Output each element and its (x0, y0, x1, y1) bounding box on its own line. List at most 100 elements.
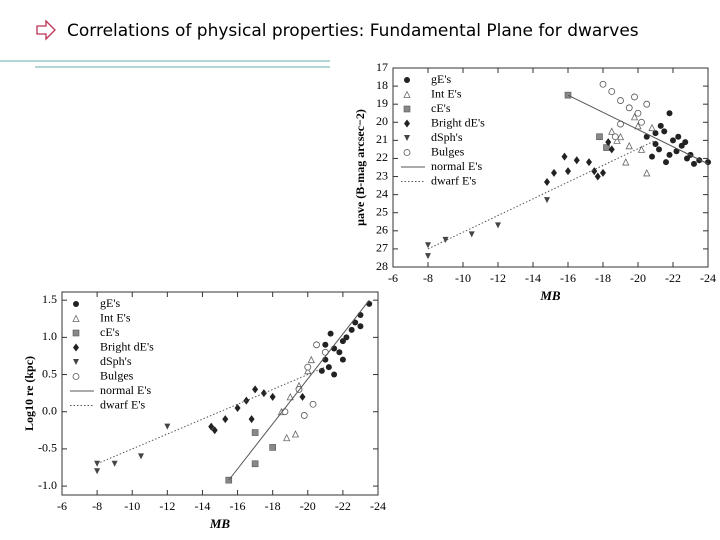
slide-title: Correlations of physical properties: Fun… (67, 21, 639, 41)
point (283, 433, 291, 442)
x-axis-label: MB (209, 516, 231, 531)
y-tick-label: 20 (376, 114, 388, 128)
legend-symbol (404, 77, 410, 83)
plot-frame (392, 67, 709, 268)
point (666, 110, 673, 117)
x-tick-label: -10 (124, 499, 140, 513)
point (111, 460, 118, 467)
legend-label: Bright dE's (431, 115, 485, 129)
legend-label: Int E's (100, 310, 131, 324)
point (248, 415, 255, 424)
x-tick-label: -22 (665, 271, 681, 285)
point (495, 222, 501, 229)
point (325, 364, 332, 371)
point (208, 422, 215, 431)
legend-label: gE's (431, 72, 451, 86)
legend-label: dSph's (431, 130, 463, 144)
legend-symbol (403, 90, 411, 98)
point (625, 141, 633, 150)
fit-line (427, 139, 656, 250)
point (327, 330, 334, 337)
point (608, 145, 615, 154)
point (352, 319, 359, 326)
point (164, 423, 171, 430)
point (643, 169, 651, 177)
point (673, 148, 680, 155)
point (94, 468, 101, 475)
point (544, 197, 550, 204)
point (586, 158, 592, 167)
x-tick-label: -24 (370, 499, 386, 513)
point (596, 133, 603, 141)
point (605, 138, 612, 147)
point (663, 159, 669, 166)
point (307, 355, 315, 364)
legend-label: normal E's (100, 383, 151, 397)
point (617, 97, 624, 104)
point (252, 385, 259, 394)
point (643, 133, 650, 140)
point (682, 139, 689, 146)
point (616, 132, 625, 141)
fit-line (228, 299, 370, 481)
point (442, 236, 449, 243)
point (251, 429, 259, 436)
point (666, 151, 673, 158)
point (561, 152, 568, 161)
x-tick-label: -16 (560, 271, 576, 285)
point (269, 392, 276, 401)
x-tick-label: -18 (265, 499, 281, 513)
y-tick-label: 17 (376, 60, 388, 74)
point (652, 140, 659, 147)
point (652, 130, 659, 137)
point (637, 145, 646, 153)
point (603, 144, 610, 151)
y-tick-label: 27 (376, 241, 388, 255)
fit-line (567, 94, 709, 165)
point (425, 242, 431, 249)
legend-symbol (73, 359, 79, 365)
legend-symbol (73, 343, 79, 352)
y-tick-label: 1.5 (42, 292, 57, 306)
point (318, 367, 325, 374)
point (291, 430, 300, 438)
point (661, 128, 668, 135)
point (649, 153, 655, 160)
x-tick-label: -12 (490, 271, 506, 285)
point (608, 88, 616, 95)
legend-label: Bright dE's (100, 339, 154, 353)
point (234, 404, 241, 412)
y-tick-label: 0.0 (42, 403, 57, 417)
y-tick-label: 22 (376, 150, 388, 164)
y-tick-label: 0.5 (42, 366, 57, 380)
legend-label: Int E's (431, 86, 462, 100)
point (313, 341, 320, 349)
legend-symbol (403, 149, 411, 156)
point (648, 123, 656, 132)
x-tick-label: -12 (159, 499, 175, 513)
point (634, 121, 642, 130)
point (631, 93, 638, 101)
x-tick-label: -8 (92, 499, 102, 513)
x-tick-label: -20 (630, 271, 646, 285)
point (625, 104, 633, 112)
x-tick-label: -14 (194, 499, 210, 513)
legend-label: Bulges (100, 368, 134, 382)
point (138, 453, 144, 460)
point (622, 158, 630, 166)
x-tick-label: -24 (700, 271, 716, 285)
point (691, 160, 697, 167)
point (425, 253, 431, 260)
y-tick-label: 28 (376, 259, 388, 273)
point (599, 80, 607, 88)
point (339, 356, 346, 363)
legend-symbol (403, 105, 411, 113)
point (468, 231, 475, 238)
point (675, 133, 682, 140)
legend-label: dwarf E's (431, 173, 476, 187)
x-tick-label: -18 (595, 271, 611, 285)
point (251, 460, 259, 468)
y-tick-label: 25 (376, 204, 388, 218)
point (705, 159, 711, 166)
point (600, 168, 606, 177)
